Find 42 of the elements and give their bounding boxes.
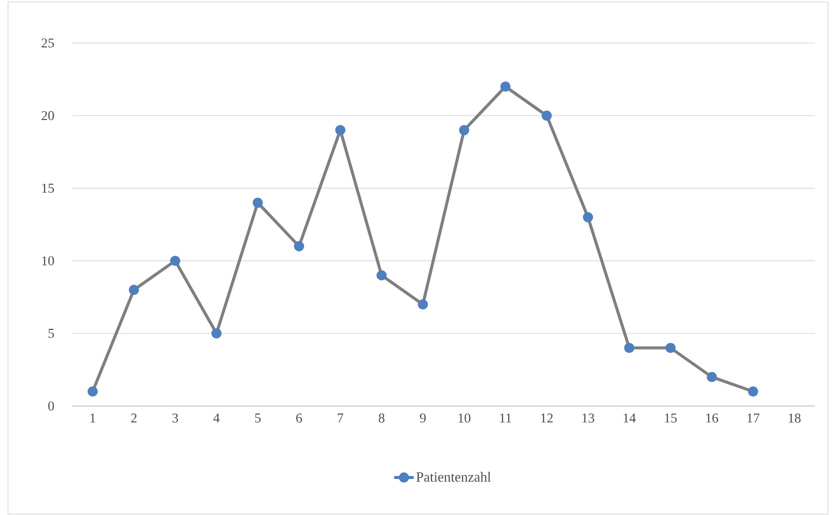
x-tick-label: 9 <box>420 414 426 423</box>
point <box>706 372 717 382</box>
point <box>211 328 222 338</box>
point <box>582 212 594 222</box>
x-tick-label: 10 <box>458 414 470 423</box>
x-tick-label: 12 <box>541 414 553 422</box>
point <box>170 256 180 266</box>
y-tick-label: 0 <box>48 401 54 411</box>
point <box>128 284 140 295</box>
x-tick-label: 4 <box>213 414 220 422</box>
y-tick-label: 25 <box>42 38 54 48</box>
point <box>500 81 511 92</box>
x-tick-label: 16 <box>706 414 718 423</box>
x-tick-label: 13 <box>582 414 594 423</box>
legend-label: Patientenzahl <box>416 472 491 482</box>
x-tick-label: 6 <box>296 414 302 423</box>
x-tick-label: 1 <box>90 414 96 422</box>
point <box>252 198 263 208</box>
x-tick-label: 2 <box>131 414 137 422</box>
x-tick-label: 18 <box>788 414 801 423</box>
x-tick-label: 14 <box>624 414 636 422</box>
x-tick-label: 11 <box>500 414 512 422</box>
point <box>665 342 676 354</box>
y-tick-label: 5 <box>48 328 54 338</box>
point <box>335 125 346 136</box>
point <box>624 342 634 354</box>
point <box>542 110 552 121</box>
point <box>418 299 428 310</box>
point <box>459 125 470 136</box>
point <box>376 270 387 280</box>
x-tick-label: 8 <box>378 414 384 423</box>
x-tick-label: 3 <box>172 414 178 423</box>
x-tick-label: 15 <box>665 414 677 423</box>
y-tick-label: 15 <box>42 184 54 193</box>
point <box>294 241 304 252</box>
y-tick-label: 20 <box>42 111 54 120</box>
point <box>748 386 758 397</box>
y-tick-label: 10 <box>42 256 54 266</box>
x-tick-label: 7 <box>338 414 344 422</box>
point <box>88 386 98 397</box>
x-tick-label: 17 <box>748 414 760 422</box>
x-tick-label: 5 <box>255 414 261 422</box>
